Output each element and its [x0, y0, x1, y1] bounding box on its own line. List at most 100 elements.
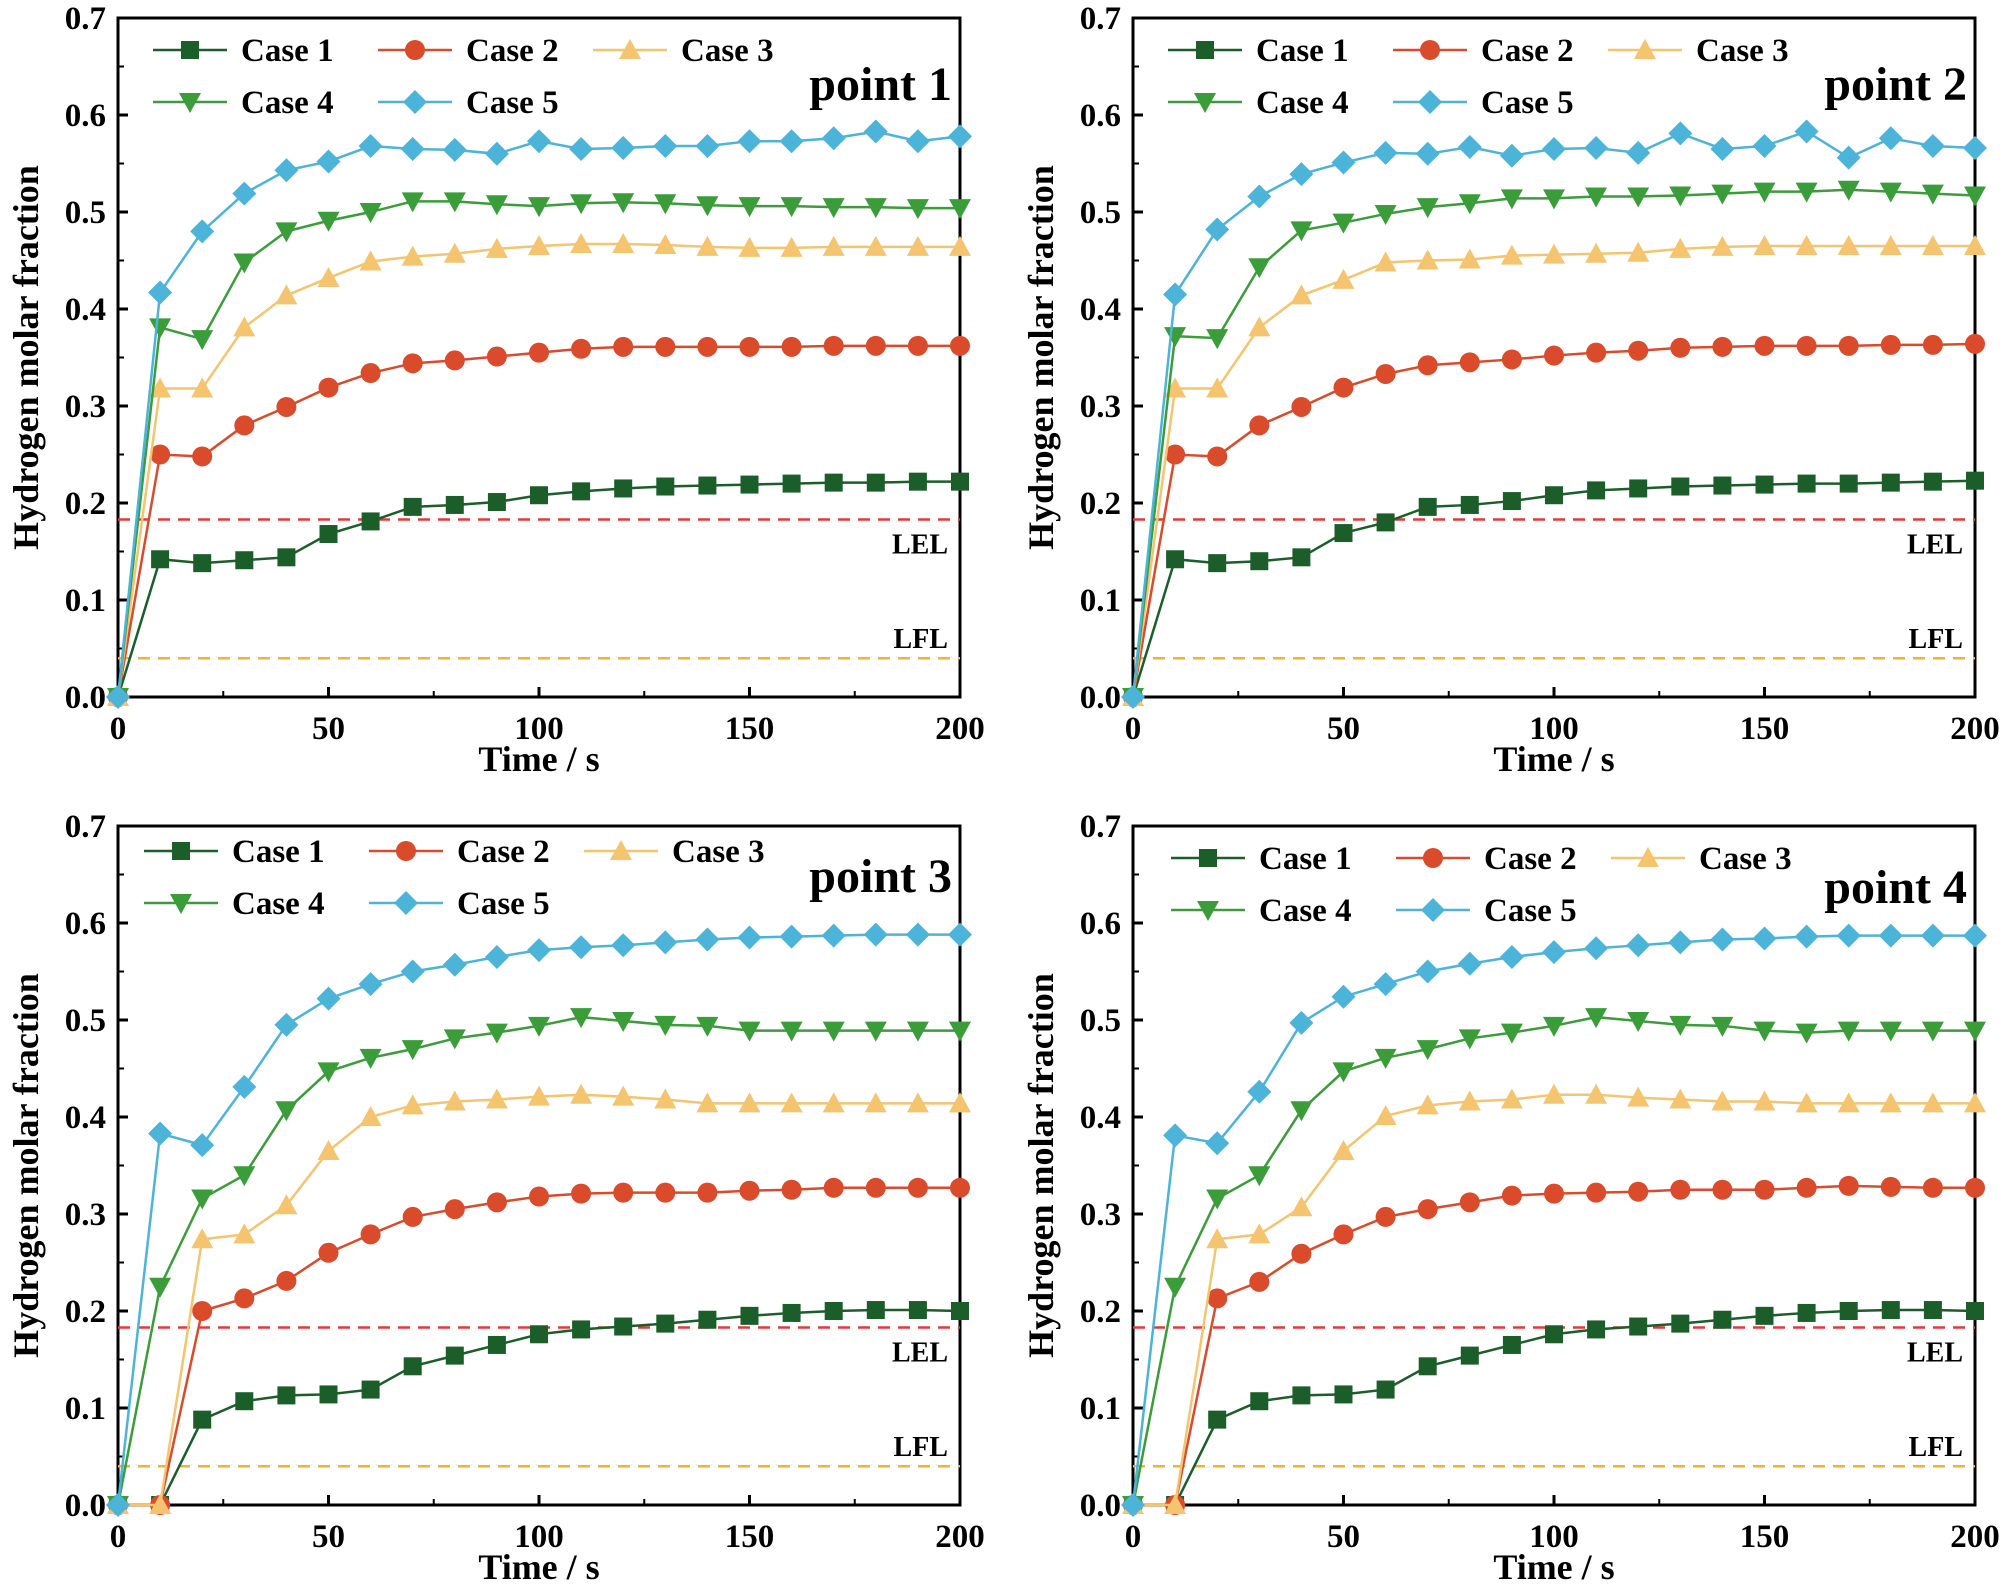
- data-point-case-3: [654, 1088, 677, 1109]
- data-point-case-5: [1289, 1010, 1314, 1035]
- data-point-case-3: [570, 1083, 593, 1104]
- data-point-case-1: [1755, 475, 1774, 494]
- data-point-case-2: [150, 444, 171, 465]
- x-tick-label: 200: [935, 1519, 985, 1555]
- legend-marker-case-1: [181, 41, 199, 59]
- series-line-case-5: [1131, 130, 1976, 698]
- data-point-case-4: [570, 194, 593, 215]
- data-point-case-5: [695, 134, 720, 159]
- data-point-case-1: [1923, 472, 1942, 491]
- data-point-case-1: [1502, 492, 1521, 511]
- data-point-case-4: [1248, 258, 1271, 279]
- data-point-case-1: [1966, 471, 1984, 490]
- data-point-case-4: [1795, 182, 1818, 203]
- x-tick-label: 200: [1950, 1519, 2000, 1555]
- data-point-case-2: [950, 335, 970, 356]
- data-point-case-5: [905, 922, 930, 947]
- data-point-case-1: [951, 1302, 969, 1320]
- data-point-case-2: [276, 396, 297, 417]
- data-point-case-5: [695, 927, 720, 952]
- data-point-case-3: [1879, 1092, 1902, 1113]
- data-point-case-3: [1964, 1092, 1986, 1113]
- data-point-case-2: [486, 346, 507, 367]
- legend-label-case-5: Case 5: [457, 886, 550, 922]
- data-point-case-1: [572, 482, 591, 501]
- data-point-case-3: [1795, 234, 1818, 255]
- reference-label-lel: LEL: [892, 529, 948, 560]
- y-tick-label: 0.3: [65, 1197, 106, 1233]
- data-point-case-5: [1331, 984, 1356, 1009]
- data-point-case-5: [274, 1012, 299, 1037]
- reference-label-lel: LEL: [892, 1337, 948, 1368]
- data-point-case-1: [1418, 1357, 1437, 1376]
- panel-title: point 4: [1824, 861, 1967, 914]
- data-point-case-3: [864, 1092, 887, 1113]
- data-point-case-2: [1207, 1288, 1228, 1309]
- data-point-case-1: [824, 1302, 843, 1320]
- data-point-case-2: [1922, 334, 1943, 355]
- legend-marker-case-4: [179, 93, 201, 113]
- legend-label-case-4: Case 4: [241, 85, 334, 121]
- y-tick-label: 0.5: [65, 195, 106, 231]
- data-point-case-5: [1836, 145, 1861, 170]
- y-axis-title: Hydrogen molar fraction: [1021, 973, 1061, 1358]
- data-point-case-3: [1753, 1090, 1776, 1111]
- data-point-case-3: [359, 250, 382, 271]
- legend-marker-case-3: [610, 840, 632, 860]
- data-point-case-4: [317, 211, 340, 232]
- data-point-case-1: [1502, 1335, 1521, 1354]
- data-point-case-4: [191, 330, 214, 351]
- data-point-case-3: [780, 236, 803, 257]
- y-tick-label: 0.7: [65, 809, 106, 845]
- data-point-case-1: [782, 1303, 801, 1322]
- data-point-case-3: [401, 245, 424, 266]
- data-point-case-4: [401, 1040, 424, 1061]
- data-point-case-1: [193, 554, 212, 573]
- data-point-case-4: [1964, 186, 1986, 207]
- data-point-case-2: [1922, 1177, 1943, 1198]
- data-point-case-4: [1332, 213, 1355, 234]
- legend-marker-case-3: [1637, 847, 1659, 867]
- data-point-case-2: [1459, 1192, 1480, 1213]
- data-point-case-1: [1292, 548, 1311, 567]
- data-point-case-5: [1373, 972, 1398, 997]
- data-point-case-1: [1671, 477, 1690, 496]
- data-point-case-2: [739, 1180, 760, 1201]
- data-point-case-3: [1248, 1223, 1271, 1244]
- y-tick-label: 0.4: [65, 1100, 106, 1136]
- data-point-case-5: [1963, 923, 1987, 948]
- data-point-case-2: [697, 336, 718, 357]
- data-point-case-3: [1374, 1105, 1397, 1126]
- legend-marker-case-5: [403, 90, 427, 114]
- data-point-case-4: [1500, 189, 1523, 210]
- data-point-case-5: [1289, 162, 1314, 187]
- x-tick-label: 200: [935, 711, 985, 747]
- chart-panel: 0.0 0.1 0.2 0.3 0.4 0.5 0.6 0.7 0 50 100 150 200 Time…: [6, 809, 985, 1587]
- data-point-case-1: [1839, 1302, 1858, 1320]
- data-point-case-2: [823, 1177, 844, 1198]
- data-point-case-3: [1921, 1092, 1944, 1113]
- data-point-case-4: [738, 197, 761, 218]
- data-point-case-1: [572, 1320, 591, 1339]
- data-point-case-1: [1250, 552, 1269, 571]
- data-point-case-4: [1458, 194, 1481, 215]
- data-point-case-1: [908, 472, 927, 491]
- chart-panel: 0.0 0.1 0.2 0.3 0.4 0.5 0.6 0.7 0 50 100 150 200 Time…: [1021, 809, 2000, 1587]
- data-point-case-4: [1627, 1011, 1650, 1032]
- data-point-case-2: [1165, 444, 1186, 465]
- legend-marker-case-3: [619, 39, 641, 59]
- data-point-case-3: [1416, 249, 1439, 270]
- legend-label-case-5: Case 5: [1484, 893, 1577, 929]
- legend-marker-case-1: [172, 842, 190, 860]
- data-point-case-3: [233, 316, 256, 337]
- data-point-case-2: [1670, 337, 1691, 358]
- data-point-case-3: [1332, 1139, 1355, 1160]
- y-tick-label: 0.4: [65, 292, 106, 328]
- data-point-case-5: [779, 924, 804, 949]
- data-point-case-3: [149, 1494, 172, 1514]
- data-point-case-4: [1921, 184, 1944, 205]
- data-point-case-2: [950, 1177, 970, 1198]
- data-point-case-3: [1543, 243, 1565, 264]
- data-point-case-2: [655, 1182, 676, 1203]
- data-point-case-4: [359, 203, 382, 223]
